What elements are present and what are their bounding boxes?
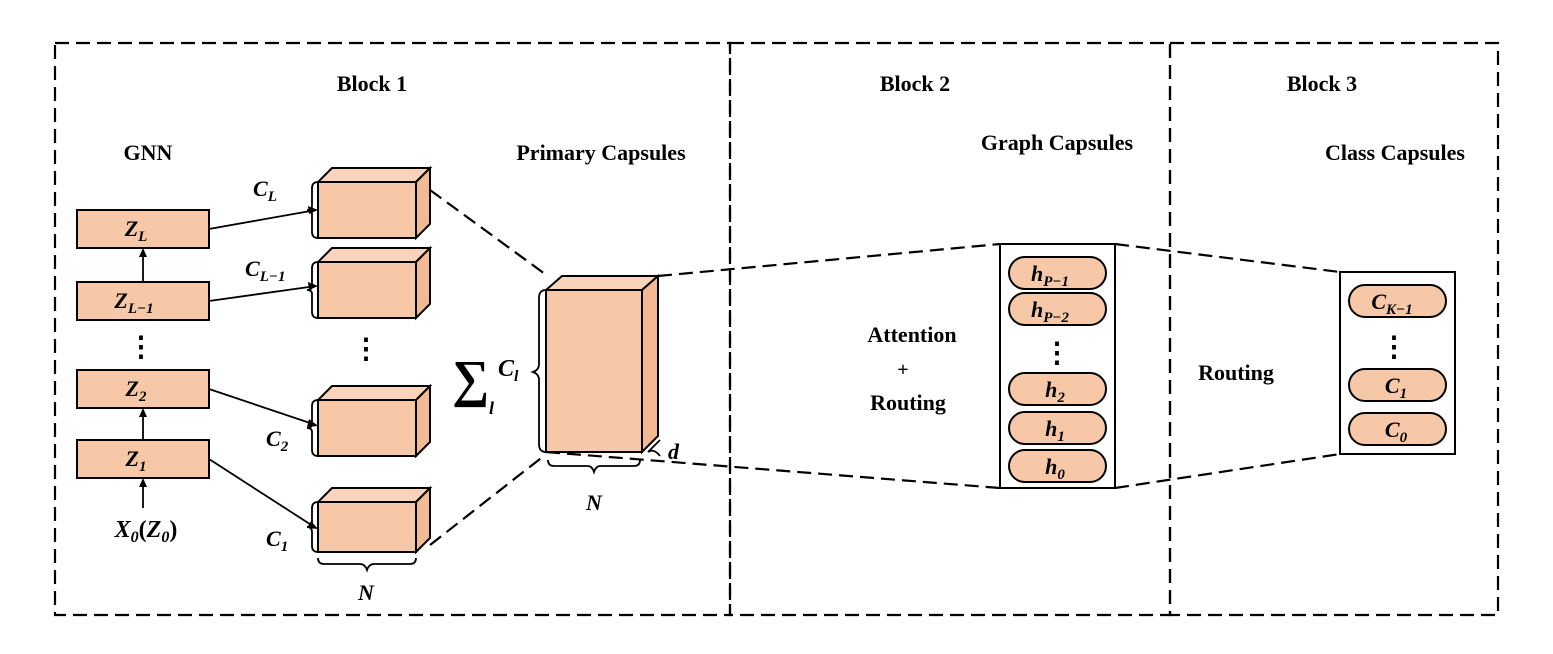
svg-text:h0: h0	[1045, 454, 1065, 483]
graph-capsule-h2: h2	[1008, 372, 1107, 406]
block3-border	[1168, 41, 1500, 617]
capsule-label-c2: C2	[266, 426, 289, 455]
input-label: X0(Z0)	[114, 517, 178, 546]
sum-brace	[530, 289, 547, 453]
svg-text:ZL: ZL	[124, 216, 148, 245]
block2-op-line2: +	[897, 359, 908, 381]
svg-text:C1: C1	[1385, 373, 1407, 402]
proj-graph-class-top	[1114, 242, 1341, 274]
svg-text:CK−1: CK−1	[1371, 289, 1412, 318]
d-label: d	[668, 439, 680, 464]
svg-text:h2: h2	[1045, 377, 1065, 406]
d-tick	[647, 449, 661, 457]
svg-text:Z1: Z1	[125, 446, 147, 475]
svg-text:hP−2: hP−2	[1031, 297, 1070, 326]
capsule-braces	[306, 181, 319, 553]
graph-capsule-hp-1: hP−1	[1008, 256, 1107, 290]
block2-title: Block 2	[880, 71, 950, 96]
svg-text:C0: C0	[1385, 417, 1408, 446]
capsule-cl	[315, 165, 433, 241]
n-label-small: N	[357, 580, 375, 605]
n-brace-large	[547, 459, 641, 475]
gnn-layer-zl: ZL	[76, 209, 210, 249]
d-brace	[647, 439, 661, 453]
svg-text:ZL−1: ZL−1	[113, 288, 153, 317]
sum-term: Cl	[498, 356, 519, 385]
block1-border	[53, 41, 732, 617]
graph-capsule-h0: h0	[1008, 449, 1107, 483]
class-capsule-c1: C1	[1348, 368, 1447, 402]
class-capsule-vdots: ⋮	[1380, 332, 1408, 363]
gnn-arrows	[139, 248, 147, 508]
sum-symbol: ∑	[452, 351, 489, 408]
svg-text:Z2: Z2	[125, 376, 147, 405]
proj-primary-graph-top	[657, 242, 1001, 278]
n-brace-small	[317, 557, 417, 573]
proj-line-bottom	[429, 454, 546, 546]
gnn-layer-zl-1: ZL−1	[76, 281, 210, 321]
proj-line-top	[429, 189, 546, 275]
proj-primary-graph-bottom	[545, 450, 1001, 490]
class-capsules-label: Class Capsules	[1325, 140, 1465, 165]
proj-graph-class-bottom	[1114, 452, 1341, 490]
block2-op-line1: Attention	[867, 322, 956, 347]
capsule-cl-1	[315, 245, 433, 321]
svg-text:h1: h1	[1045, 416, 1065, 445]
block3-op: Routing	[1198, 360, 1274, 385]
primary-capsule-block	[543, 273, 661, 455]
capsule-c2	[315, 383, 433, 459]
capsule-label-c1: C1	[266, 526, 288, 555]
n-label-large: N	[585, 490, 603, 515]
graph-capsule-hp-2: hP−2	[1008, 292, 1107, 326]
sum-subscript: l	[489, 398, 494, 418]
gnn-layer-z1: Z1	[76, 439, 210, 479]
gnn-capsule-links	[208, 206, 318, 529]
capsule-vdots: ⋮	[352, 334, 380, 365]
svg-text:hP−1: hP−1	[1031, 261, 1069, 290]
graph-capsules-label: Graph Capsules	[981, 130, 1134, 155]
capsule-label-cl: CL	[253, 176, 277, 205]
gnn-vdots: ⋮	[127, 332, 155, 363]
graph-capsule-h1: h1	[1008, 411, 1107, 445]
class-capsule-c0: C0	[1348, 412, 1447, 446]
capsule-c1	[315, 485, 433, 555]
graph-capsule-vdots: ⋮	[1043, 338, 1071, 369]
gnn-label: GNN	[124, 140, 173, 165]
block1-title: Block 1	[337, 71, 407, 96]
block2-op-line3: Routing	[870, 390, 946, 415]
class-capsule-ck-1: CK−1	[1348, 284, 1447, 318]
primary-capsules-label: Primary Capsules	[516, 140, 686, 165]
block3-title: Block 3	[1287, 71, 1357, 96]
gnn-layer-z2: Z2	[76, 369, 210, 409]
capsule-label-cl-1: CL−1	[245, 256, 285, 285]
